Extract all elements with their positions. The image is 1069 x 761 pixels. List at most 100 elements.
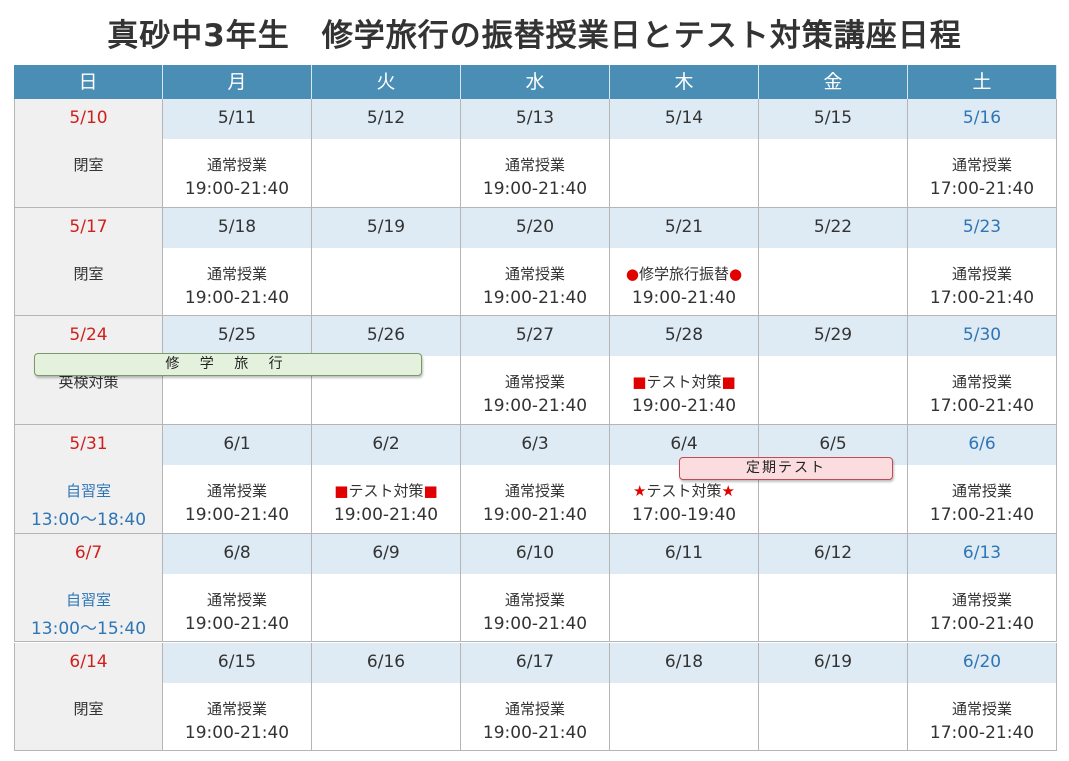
date-label: 6/12 — [813, 542, 853, 563]
date-label: 5/11 — [217, 108, 257, 128]
cell-text: 通常授業 — [504, 373, 566, 392]
date-strip — [312, 642, 460, 683]
day-cell: 6/20 通常授業 17:00-21:40 — [908, 642, 1057, 752]
day-cell: 5/28 ■テスト対策■ 19:00-21:40 — [610, 316, 759, 426]
cell-text: 19:00-21:40 — [184, 722, 290, 743]
cell-text: 通常授業 — [951, 590, 1013, 609]
weekday-header: 金 — [759, 65, 908, 99]
cell-text: 通常授業 — [504, 264, 566, 283]
cell-text: 自習室 — [65, 590, 112, 609]
date-label: 5/17 — [69, 216, 108, 237]
day-cell: 6/2 ■テスト対策■ 19:00-21:40 — [312, 425, 461, 534]
day-cell: 5/22 — [759, 207, 908, 317]
day-cell: 6/15 通常授業 19:00-21:40 — [163, 642, 312, 752]
cell-text: 19:00-21:40 — [184, 505, 290, 526]
cell-text: 閉室 — [73, 699, 104, 718]
cell-text: 通常授業 — [951, 264, 1013, 283]
cell-text: 19:00-21:40 — [184, 287, 290, 308]
cell-text: 19:00-21:40 — [482, 396, 588, 417]
day-cell: 6/13 通常授業 17:00-21:40 — [908, 533, 1057, 643]
date-strip — [908, 533, 1056, 574]
page-title: 真砂中3年生 修学旅行の振替授業日とテスト対策講座日程 — [107, 18, 962, 54]
cell-text: 19:00-21:40 — [333, 505, 439, 526]
day-cell: 6/14 閉室 — [14, 642, 163, 752]
date-label: 6/3 — [521, 434, 549, 455]
date-strip — [461, 533, 609, 574]
date-label: 6/13 — [962, 542, 1002, 563]
date-strip — [461, 642, 609, 683]
day-cell: 6/17 通常授業 19:00-21:40 — [461, 642, 610, 752]
cell-text: 通常授業 — [206, 482, 268, 501]
date-strip — [759, 207, 907, 248]
date-label: 5/16 — [962, 108, 1002, 128]
day-cell: 5/18 通常授業 19:00-21:40 — [163, 207, 312, 317]
day-cell: 5/31 自習室 13:00～18:40 — [14, 425, 163, 534]
date-label: 6/9 — [372, 542, 400, 563]
date-strip — [312, 99, 460, 139]
weekday-header: 日 — [14, 65, 163, 99]
date-strip — [610, 316, 758, 357]
date-label: 5/21 — [664, 216, 704, 237]
date-strip — [759, 316, 907, 357]
date-strip — [312, 316, 460, 357]
date-strip — [610, 207, 758, 248]
date-strip — [908, 207, 1056, 248]
date-label: 6/18 — [664, 651, 704, 672]
date-label: 6/6 — [968, 434, 996, 455]
date-strip — [461, 425, 609, 466]
cell-text: 17:00-21:40 — [929, 722, 1035, 743]
date-strip — [461, 316, 609, 357]
cell-text: 17:00-21:40 — [929, 396, 1035, 417]
day-cell: 5/14 — [610, 99, 759, 208]
date-strip — [312, 533, 460, 574]
date-label: 6/7 — [74, 542, 103, 563]
weekday-header: 木 — [610, 65, 759, 99]
date-strip — [759, 533, 907, 574]
cell-text: 閉室 — [73, 156, 104, 174]
date-label: 5/12 — [366, 108, 406, 128]
cell-text: 19:00-21:40 — [482, 613, 588, 634]
date-label: 5/19 — [366, 216, 406, 237]
day-cell: 6/7 自習室 13:00～15:40 — [14, 533, 163, 643]
day-cell: 6/19 — [759, 642, 908, 752]
cell-text: 通常授業 — [206, 590, 268, 609]
date-strip — [461, 99, 609, 139]
day-cell: 6/12 — [759, 533, 908, 643]
date-strip — [312, 207, 460, 248]
date-label: 6/1 — [223, 434, 251, 455]
cell-text: 自習室 — [65, 482, 112, 501]
day-cell: 5/13 通常授業 19:00-21:40 — [461, 99, 610, 208]
date-strip — [759, 99, 907, 139]
date-label: 5/28 — [664, 325, 704, 346]
date-strip — [163, 425, 311, 466]
date-strip — [908, 316, 1056, 357]
cell-text: ●修学旅行振替● — [625, 264, 743, 283]
date-label: 5/25 — [217, 325, 257, 346]
date-label: 5/14 — [664, 108, 704, 128]
cell-text: ■テスト対策■ — [632, 373, 736, 392]
cell-text: 19:00-21:40 — [184, 179, 290, 199]
date-label: 5/10 — [69, 108, 108, 128]
cell-text: 通常授業 — [504, 699, 566, 718]
date-label: 6/19 — [813, 651, 853, 672]
cell-text: 19:00-21:40 — [482, 287, 588, 308]
day-cell: 5/16 通常授業 17:00-21:40 — [908, 99, 1057, 208]
cell-text: ★テスト対策★ — [633, 482, 735, 501]
day-cell: 5/29 — [759, 316, 908, 426]
date-strip — [908, 642, 1056, 683]
date-label: 6/2 — [372, 434, 400, 455]
date-label: 5/30 — [962, 325, 1002, 346]
day-cell: 5/30 通常授業 17:00-21:40 — [908, 316, 1057, 426]
day-cell: 5/27 通常授業 19:00-21:40 — [461, 316, 610, 426]
date-label: 5/26 — [366, 325, 406, 346]
date-strip — [610, 533, 758, 574]
date-label: 5/18 — [217, 216, 257, 237]
event-banner: 修 学 旅 行 — [34, 353, 422, 376]
cell-text: 13:00～18:40 — [30, 510, 147, 531]
day-cell: 5/20 通常授業 19:00-21:40 — [461, 207, 610, 317]
day-cell: 5/19 — [312, 207, 461, 317]
cell-text: 17:00-21:40 — [929, 613, 1035, 634]
cell-text: 19:00-21:40 — [631, 396, 737, 417]
day-cell: 6/11 — [610, 533, 759, 643]
date-label: 6/10 — [515, 542, 555, 563]
